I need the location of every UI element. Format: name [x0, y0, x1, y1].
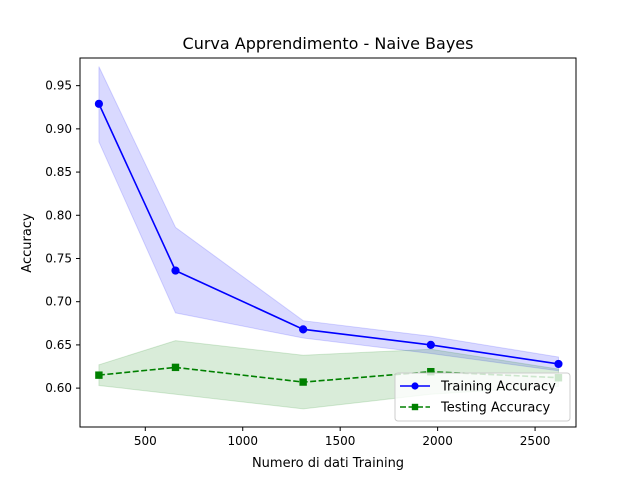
plot-area-frame: [79, 57, 577, 428]
x-axis: 500 1000 1500 2000 2500: [134, 427, 551, 448]
y-tick-label: 0.65: [45, 338, 72, 352]
testing-accuracy-legend-label: Testing Accuracy: [440, 401, 550, 416]
training-accuracy-point: [171, 266, 180, 275]
y-axis: 0.60 0.65 0.70 0.75 0.80 0.85 0.90 0.95: [45, 79, 80, 395]
series-markers: [94, 99, 563, 386]
legend: Training Accuracy Testing Accuracy: [394, 372, 571, 422]
x-tick-label: 500: [134, 434, 157, 448]
training-accuracy-point: [554, 359, 563, 369]
training-accuracy-point: [426, 340, 435, 350]
testing-accuracy-point: [299, 378, 307, 386]
x-axis-label: Numero di dati Training: [252, 456, 404, 471]
y-tick-label: 0.60: [45, 381, 72, 395]
training-accuracy-point: [299, 325, 308, 334]
training-accuracy-point: [94, 99, 104, 108]
x-tick-label: 2000: [422, 434, 453, 448]
y-axis-label: Accuracy: [20, 213, 35, 273]
legend-box: [394, 372, 571, 422]
testing-accuracy-point: [171, 363, 180, 372]
training-accuracy-legend-label: Training Accuracy: [440, 380, 556, 395]
x-tick-label: 2500: [520, 434, 551, 448]
x-tick-label: 1500: [325, 434, 356, 448]
y-tick-label: 0.95: [45, 79, 72, 93]
testing-accuracy-point: [95, 371, 103, 379]
y-tick-label: 0.75: [45, 251, 72, 265]
y-tick-label: 0.90: [45, 122, 72, 136]
testing-accuracy-legend-marker: [411, 403, 419, 411]
x-tick-label: 1000: [227, 434, 258, 448]
y-tick-label: 0.85: [45, 165, 72, 179]
y-tick-label: 0.70: [45, 295, 72, 309]
training-accuracy-band: [98, 66, 559, 372]
y-tick-label: 0.80: [45, 208, 72, 222]
training-accuracy-legend-marker: [411, 382, 419, 390]
chart-title: Curva Apprendimento - Naive Bayes: [183, 34, 474, 53]
